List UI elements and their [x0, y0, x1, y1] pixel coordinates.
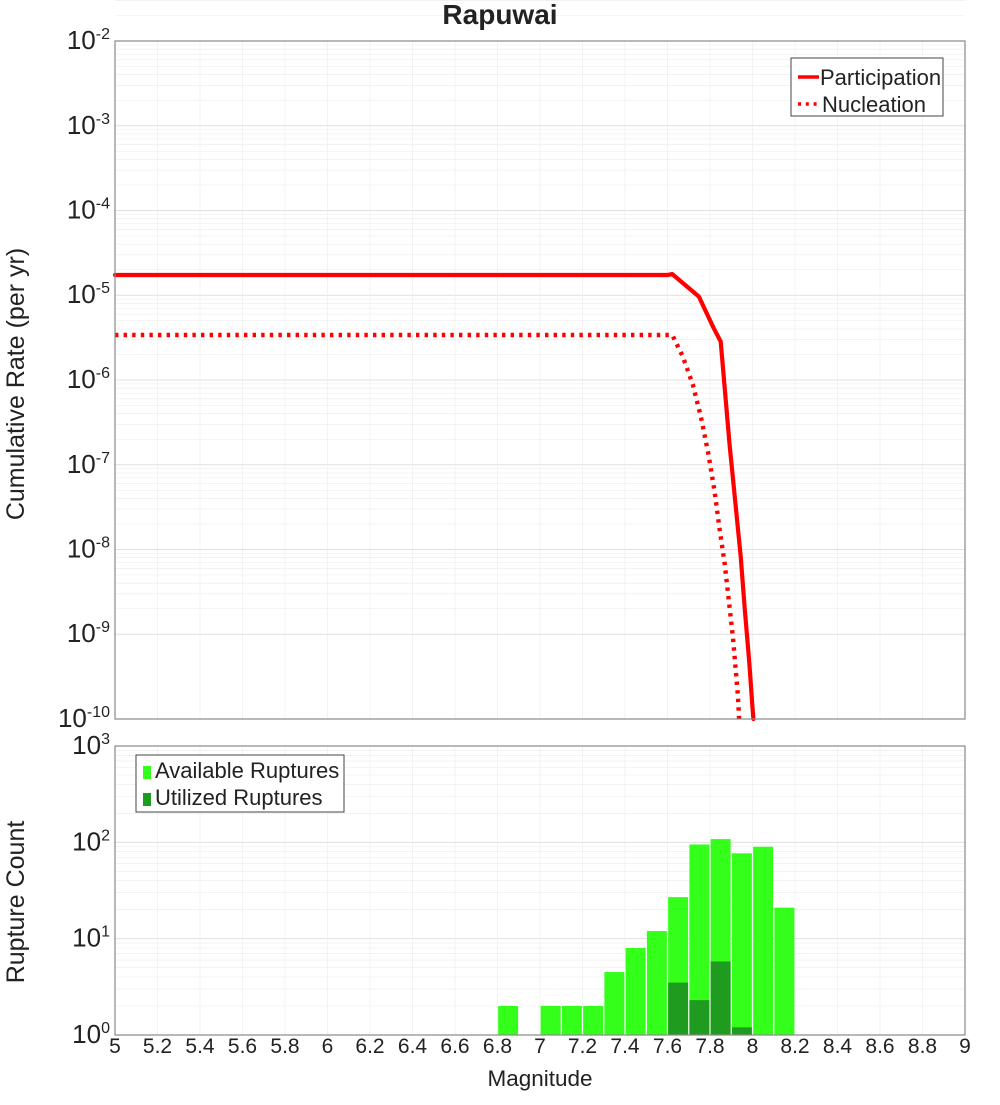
svg-text:Participation: Participation	[820, 65, 941, 90]
svg-text:8.6: 8.6	[865, 1035, 894, 1058]
svg-text:6.6: 6.6	[440, 1035, 469, 1058]
svg-text:Nucleation: Nucleation	[822, 92, 926, 117]
svg-text:7.2: 7.2	[568, 1035, 597, 1058]
svg-text:5.4: 5.4	[185, 1035, 215, 1058]
svg-text:5.2: 5.2	[143, 1035, 172, 1058]
svg-text:5.8: 5.8	[270, 1035, 299, 1058]
svg-text:Utilized Ruptures: Utilized Ruptures	[155, 785, 323, 810]
svg-text:7: 7	[534, 1035, 546, 1058]
svg-text:Magnitude: Magnitude	[487, 1066, 592, 1091]
svg-text:6.8: 6.8	[483, 1035, 512, 1058]
svg-text:5.6: 5.6	[228, 1035, 257, 1058]
svg-text:7.6: 7.6	[653, 1035, 682, 1058]
svg-text:9: 9	[959, 1035, 971, 1058]
svg-text:Rapuwai: Rapuwai	[442, 0, 557, 30]
svg-text:8.8: 8.8	[908, 1035, 937, 1058]
svg-text:5: 5	[109, 1035, 121, 1058]
svg-text:6.4: 6.4	[398, 1035, 428, 1058]
svg-text:Available Ruptures: Available Ruptures	[155, 758, 339, 783]
svg-text:6.2: 6.2	[355, 1035, 384, 1058]
svg-text:8.2: 8.2	[780, 1035, 809, 1058]
svg-text:8: 8	[747, 1035, 759, 1058]
svg-text:Rupture Count: Rupture Count	[2, 821, 30, 984]
svg-text:7.4: 7.4	[610, 1035, 640, 1058]
svg-text:6: 6	[322, 1035, 334, 1058]
svg-text:Cumulative Rate (per yr): Cumulative Rate (per yr)	[2, 248, 30, 520]
svg-text:7.8: 7.8	[695, 1035, 724, 1058]
svg-text:8.4: 8.4	[823, 1035, 853, 1058]
